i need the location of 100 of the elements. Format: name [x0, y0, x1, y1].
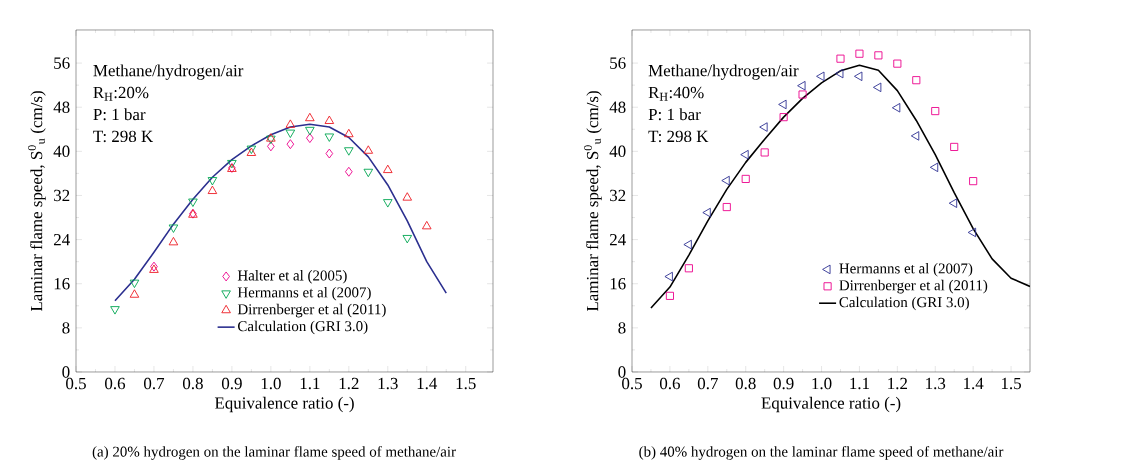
point	[797, 80, 806, 91]
y-tick-label: 0	[618, 366, 626, 378]
y-tick-label: 48	[609, 101, 626, 113]
x-tick-label: 1.4	[417, 377, 438, 390]
point	[721, 175, 730, 186]
y-tick-label: 16	[54, 278, 70, 290]
legend-label: Calculation (GRI 3.0)	[238, 320, 368, 335]
point	[855, 49, 864, 58]
x-tick-label: 1.2	[339, 377, 359, 390]
point	[383, 199, 393, 208]
point	[344, 128, 354, 138]
point	[188, 198, 198, 207]
x-tick-label: 1.3	[378, 377, 398, 390]
point	[324, 115, 335, 124]
x-tick-label: 0.8	[735, 377, 756, 390]
y-axis-title: Laminar flame speed, S$^{0}$$_{u}$ (cm/s)	[583, 91, 602, 312]
annotation: R$_{H}$:20%	[93, 86, 149, 101]
point	[306, 133, 314, 144]
y-tick-label: 16	[610, 278, 626, 290]
y-tick-label: 32	[610, 189, 626, 202]
point	[129, 279, 140, 289]
point	[893, 59, 902, 68]
point	[344, 147, 354, 156]
x-axis-title: Equivalence ratio (-)	[214, 396, 354, 413]
point	[910, 131, 920, 141]
y-tick-label: 56	[610, 57, 626, 69]
x-tick-label: 1.0	[261, 377, 281, 390]
y-axis-title: Laminar flame speed, S$^{0}$$_{u}$ (cm/s)	[27, 91, 46, 312]
x-axis-title: Equivalence ratio (-)	[761, 396, 901, 413]
point	[168, 224, 179, 233]
x-tick-label: 1.1	[300, 377, 320, 390]
x-tick-label: 0.9	[221, 377, 242, 390]
y-tick-label: 40	[53, 145, 70, 158]
annotation: P: 1 bar	[93, 108, 146, 121]
text: (a) 20% hydrogen on the laminar flame speed of methane/air	[92, 446, 456, 460]
y-tick-label: 24	[53, 233, 70, 246]
point	[759, 122, 768, 132]
y-tick-label: 0	[62, 366, 70, 378]
point	[950, 142, 959, 151]
point	[836, 54, 845, 63]
point	[931, 107, 940, 116]
point	[740, 149, 749, 160]
y-tick-label: 56	[54, 57, 70, 69]
x-tick-label: 1.2	[888, 377, 907, 390]
point	[684, 264, 693, 273]
point	[363, 145, 374, 154]
point	[778, 99, 787, 110]
point	[363, 168, 374, 178]
point	[722, 203, 731, 212]
point	[286, 139, 295, 150]
point	[948, 198, 958, 208]
legend-label: Calculation (GRI 3.0)	[839, 296, 969, 311]
point	[664, 271, 673, 282]
point	[207, 185, 218, 194]
point	[421, 220, 432, 230]
x-tick-label: 1.5	[456, 377, 476, 390]
x-tick-label: 0.6	[105, 377, 126, 390]
point	[835, 68, 844, 79]
y-tick-label: 40	[609, 145, 626, 158]
point	[325, 148, 334, 159]
point	[324, 133, 335, 142]
point	[969, 177, 978, 186]
x-tick-label: 0.9	[773, 377, 794, 390]
point	[798, 90, 807, 99]
point	[305, 126, 315, 136]
point	[912, 76, 921, 85]
point	[129, 289, 140, 298]
legend-label: Halter et al (2005)	[237, 270, 347, 284]
point	[665, 291, 674, 300]
annotation: R$_{H}$:40%	[648, 86, 704, 101]
legend-label: Hermanns et al (2007)	[839, 262, 973, 277]
y-tick-label: 32	[54, 189, 70, 202]
point	[874, 51, 883, 60]
x-tick-label: 0.7	[144, 377, 165, 390]
x-tick-label: 1.0	[812, 377, 832, 390]
point	[345, 166, 353, 177]
point	[967, 227, 977, 238]
annotation: P: 1 bar	[648, 108, 701, 121]
point	[402, 192, 413, 201]
point	[285, 119, 296, 128]
point	[207, 177, 218, 186]
x-tick-label: 0.5	[66, 377, 86, 390]
line-series	[114, 123, 448, 302]
point	[854, 71, 863, 82]
point	[741, 174, 750, 183]
legend-label: Hermanns et al (2007)	[237, 286, 371, 301]
point	[779, 113, 788, 122]
point	[227, 159, 237, 169]
y-tick-label: 48	[53, 101, 70, 113]
point	[929, 162, 939, 173]
text: (b) 40% hydrogen on the laminar flame speed of methane/air	[639, 446, 1004, 460]
y-tick-label: 8	[62, 322, 70, 334]
x-tick-label: 0.5	[622, 377, 642, 390]
point	[383, 164, 393, 174]
legend-label: Dirrenberger et al (2011)	[237, 303, 386, 318]
point	[702, 207, 711, 218]
x-tick-label: 1.3	[926, 377, 946, 390]
x-tick-label: 1.1	[850, 377, 870, 390]
y-tick-label: 8	[618, 322, 626, 334]
x-tick-label: 0.6	[659, 377, 680, 390]
